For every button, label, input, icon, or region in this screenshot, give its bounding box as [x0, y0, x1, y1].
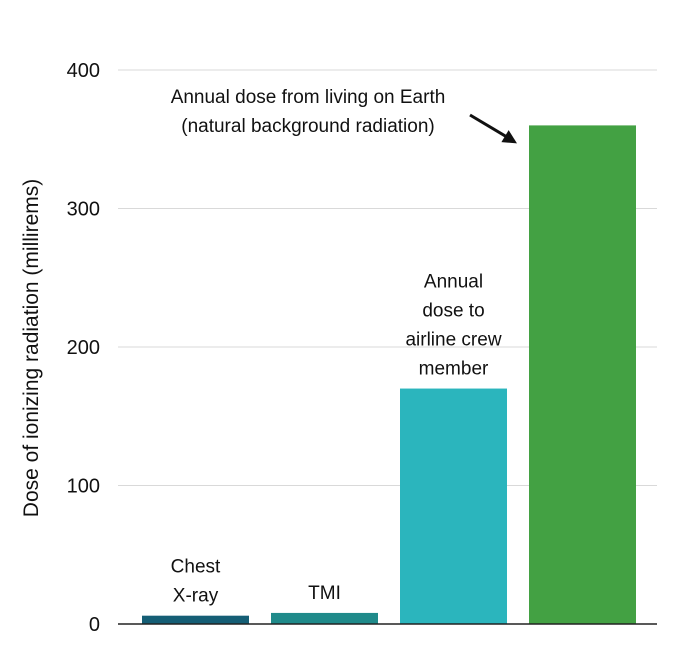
- annotation-arrowhead: [501, 130, 517, 144]
- bar-label: TMI: [308, 583, 341, 604]
- y-tick-label: 200: [67, 337, 100, 359]
- annotation-text: (natural background radiation): [181, 116, 435, 137]
- bar-label: Chest: [171, 557, 221, 578]
- annotation: Annual dose from living on Earth (natural…: [171, 87, 517, 144]
- bars: [142, 125, 636, 625]
- bar-labels: Chest X-ray TMI Annual dose to airline crew me…: [171, 272, 502, 607]
- bar-label: member: [419, 359, 489, 380]
- annotation-arrow-line: [469, 113, 512, 141]
- bar-label: Annual: [424, 272, 483, 293]
- bar-label: X-ray: [173, 586, 219, 607]
- y-tick-label: 100: [67, 476, 100, 498]
- y-axis-title: Dose of ionizing radiation (millirems): [20, 179, 43, 517]
- y-tick-label: 0: [89, 614, 100, 636]
- bar-label: airline crew: [405, 330, 501, 351]
- y-tick-label: 300: [67, 199, 100, 221]
- bar: [271, 612, 378, 624]
- annotation-text: Annual dose from living on Earth: [171, 87, 446, 108]
- bar: [529, 125, 636, 625]
- y-axis-ticks: 0 100 200 300 400: [67, 60, 100, 636]
- bar: [142, 615, 249, 624]
- bar: [400, 388, 507, 624]
- bar-label: dose to: [422, 301, 484, 322]
- y-tick-label: 400: [67, 60, 100, 82]
